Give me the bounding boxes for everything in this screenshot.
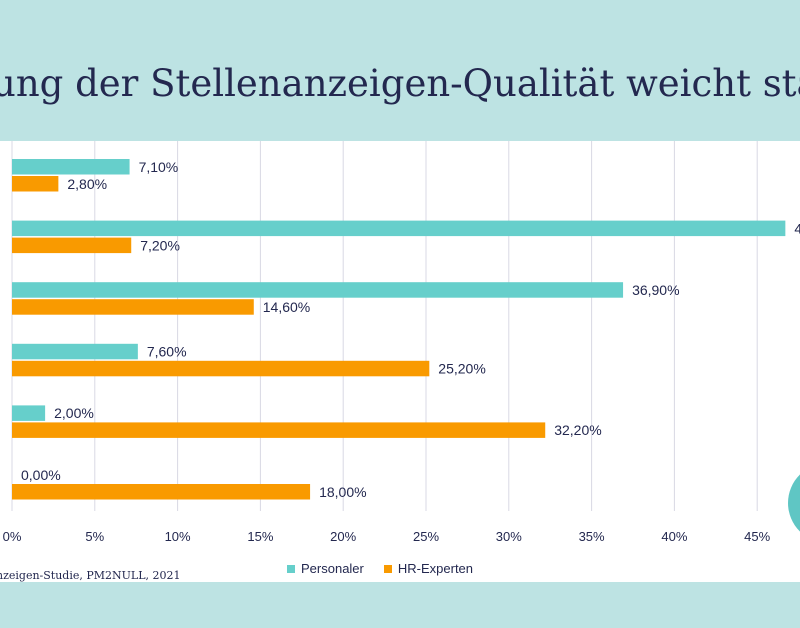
data-label-personaler-1: 7,10%: [139, 159, 179, 175]
x-tick-label-45: 45%: [744, 529, 770, 544]
chart-title: ung der Stellenanzeigen-Qualität weicht …: [0, 62, 800, 105]
x-tick-label-10: 10%: [165, 529, 191, 544]
x-tick-label-15: 15%: [247, 529, 273, 544]
legend-label-hr-experten: HR-Experten: [397, 561, 474, 576]
data-label-hr-experten-1: 2,80%: [67, 176, 107, 192]
data-label-personaler-5: 2,00%: [54, 405, 94, 421]
bar-personaler-5: [12, 405, 46, 421]
legend-swatch-hr-experten: [383, 564, 392, 573]
legend-item-hr-experten: HR-Experten: [383, 561, 474, 576]
x-tick-label-30: 30%: [496, 529, 522, 544]
x-tick-label-0: 0%: [3, 529, 22, 544]
bar-personaler-2: [12, 220, 786, 237]
legend: Personaler HR-Experten: [287, 561, 473, 576]
data-label-personaler-6: 0,00%: [21, 467, 61, 483]
data-label-personaler-4: 7,60%: [147, 344, 187, 360]
x-tick-label-5: 5%: [85, 529, 104, 544]
bar-chart: 0% 5% 10% 15% 20% 25% 30% 35% 40% 45% 7,10% 2,80% 4 7…: [3, 141, 800, 544]
bar-personaler-1: [12, 159, 130, 175]
bar-hr-experten-2: [12, 237, 132, 254]
bar-hr-experten-3: [12, 299, 254, 315]
source-note: nzeigen-Studie, PM2NULL, 2021: [0, 569, 181, 582]
data-label-personaler-2: 4: [794, 220, 800, 236]
data-label-personaler-3: 36,90%: [632, 282, 679, 298]
legend-item-personaler: Personaler: [287, 561, 364, 576]
bar-hr-experten-6: [12, 484, 311, 500]
legend-swatch-personaler: [287, 564, 295, 573]
bar-hr-experten-5: [12, 422, 546, 438]
data-label-hr-experten-3: 14,60%: [263, 299, 310, 315]
data-label-hr-experten-5: 32,20%: [554, 422, 601, 438]
bar-hr-experten-1: [12, 176, 59, 192]
legend-label-personaler: Personaler: [301, 561, 364, 576]
data-label-hr-experten-4: 25,20%: [438, 361, 485, 377]
bar-hr-experten-4: [12, 360, 430, 377]
data-label-hr-experten-6: 18,00%: [319, 484, 366, 500]
x-tick-label-35: 35%: [579, 529, 605, 544]
data-label-hr-experten-2: 7,20%: [140, 237, 180, 253]
bar-personaler-4: [12, 343, 138, 360]
x-tick-label-40: 40%: [661, 529, 687, 544]
x-tick-label-20: 20%: [330, 529, 356, 544]
x-tick-label-25: 25%: [413, 529, 439, 544]
bar-personaler-3: [12, 282, 624, 298]
chart-panel: 0% 5% 10% 15% 20% 25% 30% 35% 40% 45% 7,10% 2,80% 4 7…: [0, 141, 800, 582]
